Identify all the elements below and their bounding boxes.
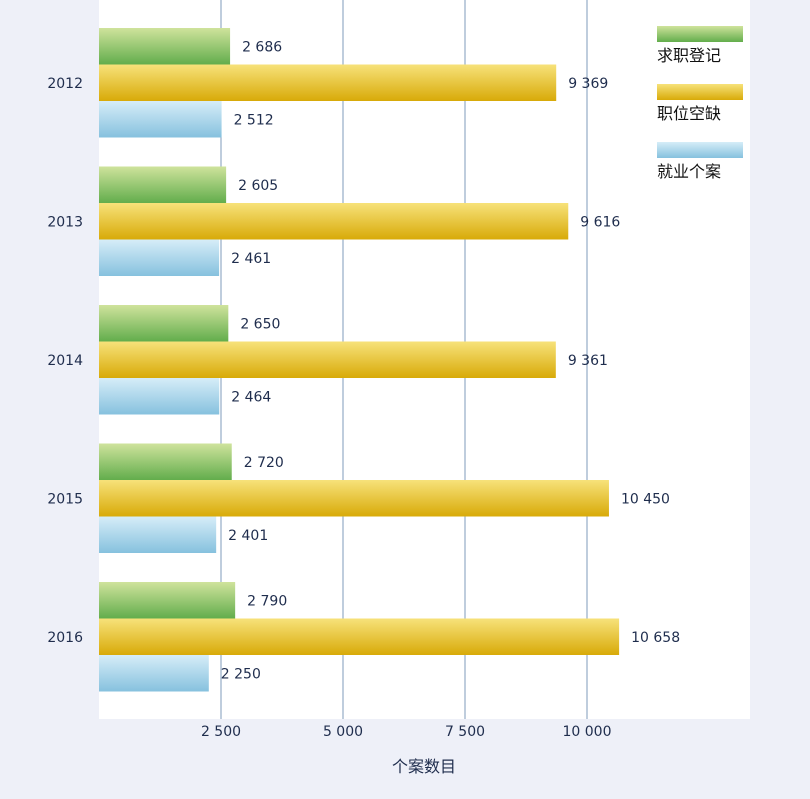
data-label: 2 401 bbox=[228, 528, 268, 544]
legend-label: 求职登记 bbox=[657, 46, 721, 65]
category-label: 2016 bbox=[47, 630, 83, 646]
data-label: 2 512 bbox=[234, 112, 274, 128]
bar bbox=[99, 378, 220, 415]
data-label: 10 450 bbox=[621, 491, 670, 507]
legend-label: 职位空缺 bbox=[657, 104, 721, 123]
data-label: 2 605 bbox=[238, 178, 278, 194]
data-label: 2 464 bbox=[231, 389, 271, 405]
x-tick-label: 2 500 bbox=[201, 724, 241, 740]
category-label: 2012 bbox=[47, 76, 83, 92]
legend-swatch bbox=[657, 84, 743, 100]
bar bbox=[99, 101, 222, 138]
bar bbox=[99, 618, 620, 655]
data-label: 2 686 bbox=[242, 39, 282, 55]
bar bbox=[99, 64, 557, 101]
category-label: 2015 bbox=[47, 491, 83, 507]
bar bbox=[99, 203, 569, 240]
bar bbox=[99, 239, 220, 276]
legend-swatch bbox=[657, 26, 743, 42]
x-tick-label: 7 500 bbox=[445, 724, 485, 740]
bar bbox=[99, 28, 231, 65]
category-label: 2013 bbox=[47, 214, 83, 230]
data-label: 2 250 bbox=[221, 666, 261, 682]
x-tick-label: 5 000 bbox=[323, 724, 363, 740]
bar bbox=[99, 166, 227, 203]
bar bbox=[99, 443, 232, 480]
category-label: 2014 bbox=[47, 353, 83, 369]
data-label: 2 790 bbox=[247, 593, 287, 609]
bar bbox=[99, 341, 556, 378]
bar bbox=[99, 582, 236, 619]
x-tick-label: 10 000 bbox=[563, 724, 612, 740]
bar bbox=[99, 480, 609, 517]
data-label: 2 720 bbox=[244, 455, 284, 471]
bar bbox=[99, 305, 229, 342]
data-label: 9 616 bbox=[580, 214, 620, 230]
data-label: 2 461 bbox=[231, 251, 271, 267]
data-label: 9 361 bbox=[568, 353, 608, 369]
data-label: 9 369 bbox=[568, 76, 608, 92]
legend-label: 就业个案 bbox=[657, 162, 721, 181]
bar bbox=[99, 516, 217, 553]
bar bbox=[99, 655, 209, 692]
legend-swatch bbox=[657, 142, 743, 158]
data-label: 10 658 bbox=[631, 630, 680, 646]
data-label: 2 650 bbox=[240, 316, 280, 332]
x-axis-label: 个案数目 bbox=[392, 757, 456, 776]
